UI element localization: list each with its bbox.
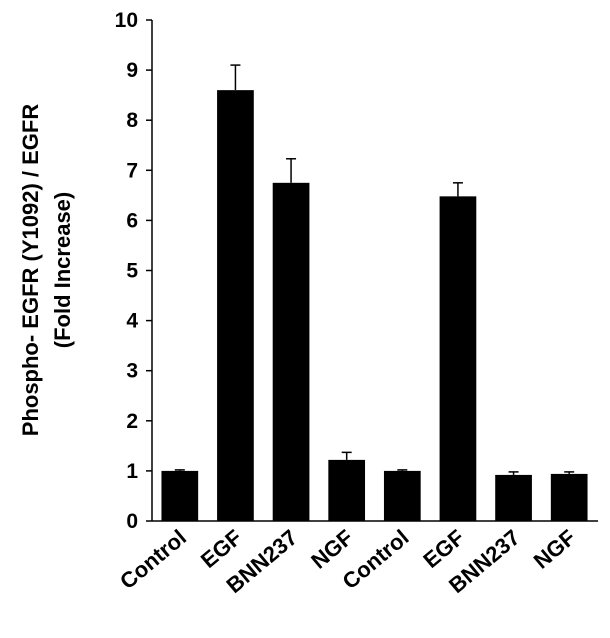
bar [495, 474, 532, 521]
y-tick-label: 2 [126, 410, 138, 433]
y-tick-label: 0 [126, 510, 138, 533]
y-tick-label: 6 [126, 209, 138, 232]
y-tick-label: 10 [115, 9, 138, 32]
bar [439, 196, 477, 522]
x-tick-label: NGF [529, 525, 581, 574]
x-tick-label: Control [115, 525, 191, 594]
y-axis-title: (Fold Increase) [50, 192, 75, 348]
y-tick-label: 1 [126, 460, 138, 483]
bar [383, 470, 421, 521]
bar [328, 459, 366, 521]
y-tick-label: 4 [126, 310, 138, 333]
y-tick-label: 8 [126, 109, 138, 132]
y-tick-label: 7 [126, 159, 138, 182]
bar [272, 182, 310, 521]
bar [550, 473, 588, 521]
y-tick-label: 5 [126, 260, 138, 283]
bar [217, 90, 254, 521]
y-axis-title: Phospho- EGFR (Y1092) / EGFR [18, 104, 43, 437]
y-tick-label: 9 [126, 59, 138, 82]
y-tick-label: 3 [126, 360, 138, 383]
bar [161, 470, 199, 521]
